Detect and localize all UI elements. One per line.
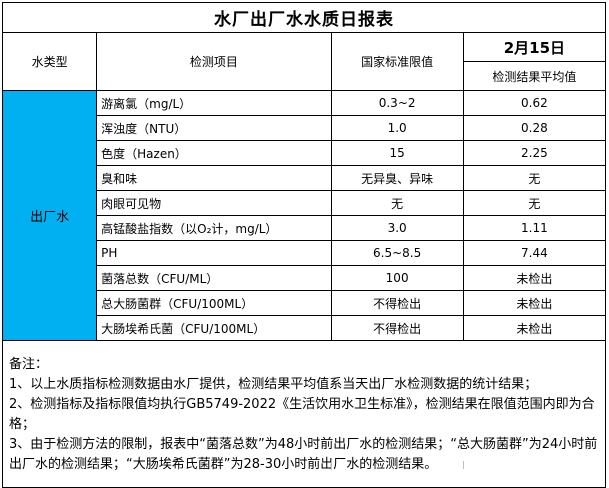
report-title: 水厂出厂水水质日报表 xyxy=(2,2,606,33)
header-date: 2月15日 xyxy=(462,32,607,62)
notes-label: 备注： xyxy=(9,357,49,372)
result-value: 未检出 xyxy=(462,290,607,316)
standard-limit-value: 不得检出 xyxy=(330,290,464,316)
standard-limit-value: 15 xyxy=(330,140,464,166)
table-row: 出厂水 游离氯（mg/L） 0.3~2 0.62 xyxy=(1,90,607,341)
item-name: 高锰酸盐指数（以O₂计，mg/L） xyxy=(96,215,332,241)
standard-limit-value: 6.5~8.5 xyxy=(330,240,464,266)
table-row: 总大肠菌群（CFU/100ML） 不得检出 未检出 xyxy=(3,290,607,316)
item-name: 肉眼可见物 xyxy=(96,190,332,216)
item-name: 菌落总数（CFU/ML） xyxy=(96,265,332,291)
note-line-3: 3、由于检测方法的限制，报表中“菌落总数”为48小时前出厂水的检测结果；“总大肠… xyxy=(9,437,598,472)
result-value: 无 xyxy=(462,190,607,216)
standard-limit-value: 100 xyxy=(330,265,464,291)
item-name: 游离氯（mg/L） xyxy=(96,90,332,116)
result-value: 0.62 xyxy=(462,90,607,116)
standard-limit-value: 3.0 xyxy=(330,215,464,241)
item-name: 浑浊度（NTU） xyxy=(96,115,332,141)
standard-limit-value: 无异臭、异味 xyxy=(330,165,464,191)
result-value: 1.11 xyxy=(462,215,607,241)
result-value: 无 xyxy=(462,165,607,191)
result-value: 未检出 xyxy=(462,315,607,341)
standard-limit-value: 1.0 xyxy=(330,115,464,141)
note-line-1: 1、以上水质指标检测数据由水厂提供，检测结果平均值系当天出厂水检测数据的统计结果… xyxy=(9,377,538,392)
item-name: 总大肠菌群（CFU/100ML） xyxy=(96,290,332,316)
title-row: 水厂出厂水水质日报表 xyxy=(2,2,606,33)
table-row: PH 6.5~8.5 7.44 xyxy=(3,240,607,266)
result-value: 2.25 xyxy=(462,140,607,166)
item-name: 臭和味 xyxy=(96,165,332,191)
table-row: 菌落总数（CFU/ML） 100 未检出 xyxy=(3,265,607,291)
notes-section: 备注： 1、以上水质指标检测数据由水厂提供，检测结果平均值系当天出厂水检测数据的… xyxy=(2,340,606,488)
header-row-2: 检测结果平均值 xyxy=(3,61,607,91)
result-value: 7.44 xyxy=(462,240,607,266)
header-result-average: 检测结果平均值 xyxy=(462,61,607,91)
gridline-stub xyxy=(331,461,332,469)
table-row: 浑浊度（NTU） 1.0 0.28 xyxy=(3,115,607,141)
item-name: 大肠埃希氏菌（CFU/100ML） xyxy=(96,315,332,341)
note-line-2: 2、检测指标及指标限值均执行GB5749-2022《生活饮用水卫生标准》，检测结… xyxy=(9,397,595,432)
table-row: 肉眼可见物 无 无 xyxy=(3,190,607,216)
table-row: 高锰酸盐指数（以O₂计，mg/L） 3.0 1.11 xyxy=(3,215,607,241)
gridline-stub xyxy=(463,461,464,469)
standard-limit-value: 无 xyxy=(330,190,464,216)
result-value: 未检出 xyxy=(462,265,607,291)
result-value: 0.28 xyxy=(462,115,607,141)
water-type-cell: 出厂水 xyxy=(1,90,98,341)
table-row: 色度（Hazen） 15 2.25 xyxy=(3,140,607,166)
table-row: 臭和味 无异臭、异味 无 xyxy=(3,165,607,191)
standard-limit-value: 不得检出 xyxy=(330,315,464,341)
notes-row: 备注： 1、以上水质指标检测数据由水厂提供，检测结果平均值系当天出厂水检测数据的… xyxy=(2,340,606,488)
standard-limit-value: 0.3~2 xyxy=(330,90,464,116)
header-row-1: 水类型 检测项目 国家标准限值 2月15日 xyxy=(1,32,607,91)
header-test-item: 检测项目 xyxy=(96,32,332,91)
gridline-stub xyxy=(97,461,98,469)
header-standard-limit: 国家标准限值 xyxy=(330,32,464,91)
item-name: 色度（Hazen） xyxy=(96,140,332,166)
table-row: 大肠埃希氏菌（CFU/100ML） 不得检出 未检出 xyxy=(3,315,607,341)
item-name: PH xyxy=(96,240,332,266)
header-water-type: 水类型 xyxy=(1,32,98,91)
